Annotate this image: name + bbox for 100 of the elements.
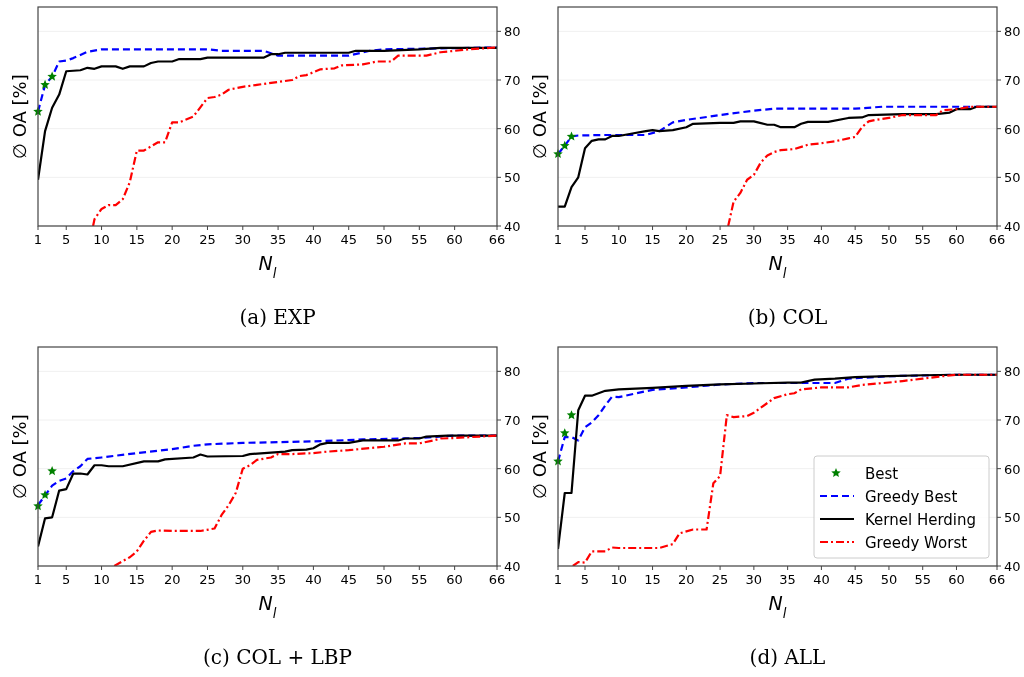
- y-tick-label: 80: [1004, 364, 1021, 380]
- x-tick-label: 50: [375, 232, 393, 247]
- y-axis-title: ∅ OA [%]: [529, 74, 550, 159]
- y-tick-label: 40: [504, 219, 521, 234]
- legend-label: Greedy Worst: [865, 534, 968, 552]
- x-tick-label: 50: [375, 572, 393, 587]
- x-tick-label: 45: [846, 232, 864, 247]
- x-axis-title: N$_{l}$: [258, 252, 277, 281]
- x-tick-label: 30: [234, 572, 252, 587]
- x-tick-label: 10: [610, 572, 628, 587]
- point: [566, 131, 577, 141]
- x-tick-label: 40: [305, 232, 322, 247]
- x-tick-label: 10: [93, 572, 110, 587]
- x-tick-label: 15: [644, 572, 661, 587]
- x-tick-label: 1: [553, 232, 563, 247]
- x-tick-label: 66: [488, 232, 506, 247]
- y-tick-label: 80: [504, 24, 521, 40]
- y-tick-label: 40: [504, 559, 521, 574]
- y-axis-title: ∅ OA [%]: [529, 414, 550, 499]
- text: (b) COL: [747, 305, 828, 329]
- line-series: [91, 46, 497, 226]
- x-tick-label: 60: [446, 572, 463, 587]
- text: (a) EXP: [239, 305, 316, 329]
- x-tick-label: 45: [340, 572, 357, 587]
- point: [47, 466, 57, 476]
- x-tick-label: 35: [269, 232, 287, 247]
- x-tick-label: 15: [128, 232, 146, 247]
- y-tick-label: 80: [1004, 24, 1021, 40]
- x-tick-label: 50: [880, 232, 898, 247]
- x-axis-title: N$_{l}$: [768, 592, 787, 621]
- y-tick-label: 70: [504, 73, 521, 88]
- x-tick-label: 40: [305, 572, 322, 587]
- x-tick-label: 10: [610, 232, 628, 247]
- x-tick-label: 25: [711, 232, 729, 247]
- x-tick-label: 15: [128, 572, 146, 587]
- x-tick-label: 35: [779, 572, 796, 587]
- x-tick-label: 35: [779, 232, 796, 247]
- x-tick-label: 60: [446, 232, 463, 247]
- x-tick-label: 5: [580, 232, 590, 247]
- x-tick-label: 66: [488, 572, 506, 587]
- x-tick-label: 1: [553, 572, 563, 587]
- y-tick-label: 60: [1004, 121, 1021, 137]
- point: [560, 140, 570, 150]
- x-tick-label: 5: [62, 572, 71, 587]
- x-axis-title: N$_{l}$: [768, 252, 787, 281]
- point: [566, 410, 577, 420]
- x-axis-title: N$_{l}$: [258, 592, 277, 621]
- x-tick-label: 15: [644, 232, 661, 247]
- y-tick-label: 70: [504, 413, 521, 428]
- y-tick-label: 70: [1004, 73, 1021, 88]
- text: (d) ALL: [749, 645, 826, 669]
- line-series: [113, 434, 497, 566]
- x-tick-label: 60: [948, 232, 965, 247]
- y-tick-label: 70: [1004, 413, 1021, 428]
- x-tick-label: 55: [411, 572, 428, 587]
- x-tick-label: 20: [163, 572, 181, 587]
- y-tick-label: 40: [1004, 559, 1021, 574]
- x-tick-label: 20: [678, 232, 695, 247]
- x-tick-label: 25: [199, 572, 216, 587]
- x-tick-label: 50: [880, 572, 898, 587]
- text: (c) COL + LBP: [202, 645, 353, 669]
- x-tick-label: 10: [93, 232, 110, 247]
- y-tick-label: 60: [1004, 461, 1021, 477]
- x-tick-label: 20: [163, 232, 181, 247]
- x-tick-label: 25: [199, 232, 216, 247]
- x-tick-label: 30: [745, 232, 763, 247]
- x-tick-label: 20: [678, 572, 695, 587]
- legend-label: Kernel Herding: [865, 511, 977, 529]
- x-tick-label: 5: [580, 572, 590, 587]
- y-tick-label: 80: [504, 364, 521, 380]
- x-tick-label: 60: [948, 572, 965, 587]
- x-tick-label: 40: [813, 232, 830, 247]
- x-tick-label: 30: [745, 572, 763, 587]
- legend-label: Best: [865, 465, 899, 483]
- y-axis-title: ∅ OA [%]: [9, 414, 30, 499]
- y-tick-label: 60: [504, 461, 521, 477]
- x-tick-label: 66: [988, 572, 1006, 587]
- line-series: [727, 105, 997, 226]
- y-tick-label: 50: [1004, 510, 1021, 526]
- y-tick-label: 60: [504, 121, 521, 137]
- point: [47, 71, 57, 81]
- x-tick-label: 1: [33, 232, 43, 247]
- x-tick-label: 1: [33, 572, 43, 587]
- x-tick-label: 66: [988, 232, 1006, 247]
- x-tick-label: 55: [411, 232, 428, 247]
- x-tick-label: 45: [846, 572, 864, 587]
- y-tick-label: 50: [1004, 170, 1021, 186]
- point: [40, 79, 50, 89]
- x-tick-label: 35: [269, 572, 287, 587]
- y-tick-label: 50: [504, 510, 521, 526]
- y-tick-label: 50: [504, 170, 521, 186]
- x-tick-label: 5: [62, 232, 71, 247]
- y-tick-label: 40: [1004, 219, 1021, 234]
- x-tick-label: 45: [340, 232, 357, 247]
- x-tick-label: 25: [711, 572, 729, 587]
- legend-label: Greedy Best: [865, 488, 958, 506]
- x-tick-label: 55: [914, 232, 931, 247]
- x-tick-label: 55: [914, 572, 931, 587]
- x-tick-label: 30: [234, 232, 252, 247]
- x-tick-label: 40: [813, 572, 830, 587]
